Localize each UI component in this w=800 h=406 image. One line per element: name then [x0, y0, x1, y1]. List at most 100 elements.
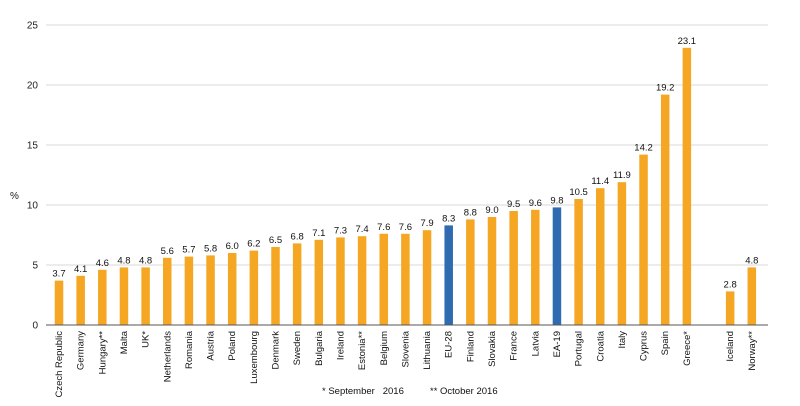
- value-label: 6.2: [247, 239, 260, 250]
- category-label: UK*: [141, 331, 152, 348]
- bar: [509, 211, 518, 325]
- category-label: Denmark: [271, 331, 282, 370]
- bar: [596, 188, 605, 325]
- bar: [422, 230, 432, 325]
- category-label: Portugal: [574, 331, 585, 366]
- value-label: 9.6: [529, 198, 542, 209]
- category-label: Bulgaria: [314, 330, 325, 366]
- value-label: 4.8: [139, 255, 152, 266]
- bar: [725, 291, 735, 325]
- category-label: Hungary**: [97, 331, 108, 375]
- bar: [574, 199, 583, 325]
- category-label: Croatia: [595, 330, 606, 361]
- footnote-september: * September 2016: [322, 386, 404, 397]
- y-axis-label: %: [10, 191, 19, 202]
- value-label: 5.6: [161, 246, 174, 257]
- bar: [184, 256, 194, 325]
- y-tick-label: 20: [27, 81, 39, 92]
- category-labels: Czech Republic Germany Hungary** Malta UK* Ne…: [54, 330, 758, 397]
- value-label: 9.5: [507, 199, 520, 210]
- value-label: 19.2: [656, 83, 675, 94]
- bar: [227, 253, 237, 325]
- bar: [249, 250, 259, 325]
- category-label: Finland: [465, 331, 476, 362]
- category-label: Latvia: [530, 330, 541, 356]
- bar: [639, 154, 648, 325]
- value-label: 4.6: [96, 258, 109, 269]
- bar: [54, 280, 64, 325]
- y-axis-ticks: 0 5 10 15 20 25: [27, 21, 39, 332]
- footnote-october: ** October 2016: [430, 386, 498, 397]
- y-tick-label: 10: [27, 201, 39, 212]
- bar: [660, 94, 670, 325]
- category-label: Netherlands: [162, 331, 173, 382]
- bar: [444, 225, 453, 325]
- category-label: Lithuania: [422, 330, 433, 369]
- bar: [336, 237, 345, 325]
- value-label: 3.7: [52, 269, 65, 280]
- bar: [617, 182, 627, 325]
- category-label: Slovakia: [487, 330, 498, 367]
- bar: [292, 243, 302, 325]
- bar: [682, 47, 692, 326]
- value-label: 6.5: [269, 235, 282, 246]
- bar: [357, 236, 367, 325]
- category-label: Malta: [119, 330, 130, 354]
- bar: [76, 275, 85, 325]
- category-label: Poland: [227, 331, 238, 361]
- value-label: 6.0: [226, 241, 239, 252]
- value-label: 11.4: [591, 176, 609, 187]
- value-label: 14.2: [634, 143, 653, 154]
- category-label: Belgium: [379, 331, 390, 365]
- bar: [531, 209, 540, 325]
- category-label: Cyprus: [639, 331, 650, 361]
- bars: [54, 47, 757, 326]
- category-label: Germany: [76, 331, 87, 370]
- bar: [206, 255, 215, 325]
- bar: [552, 207, 562, 325]
- bar: [401, 233, 410, 325]
- bar: [487, 217, 497, 325]
- value-label: 7.4: [355, 224, 368, 235]
- bar: [466, 219, 475, 325]
- category-label: Czech Republic: [54, 331, 65, 398]
- category-label: Austria: [206, 330, 217, 360]
- value-label: 23.1: [678, 36, 697, 47]
- value-label: 6.8: [291, 231, 304, 242]
- bar: [141, 267, 150, 325]
- value-label: 5.8: [204, 243, 217, 254]
- value-label: 4.1: [74, 264, 87, 275]
- category-label: Iceland: [725, 331, 736, 362]
- value-label: 8.3: [442, 213, 455, 224]
- category-label: Spain: [660, 331, 671, 355]
- value-label: 9.8: [550, 195, 563, 206]
- bar: [747, 267, 757, 325]
- bar: [119, 267, 129, 325]
- value-label: 7.6: [377, 222, 390, 233]
- value-labels: 3.7 4.1 4.6 4.8 4.8 5.6 5.7 5.8 6.0 6.2 6.5 6.8 7.1 7…: [52, 36, 758, 291]
- value-label: 7.3: [334, 225, 347, 236]
- bar: [163, 257, 172, 325]
- value-label: 7.1: [312, 228, 325, 239]
- y-tick-label: 0: [32, 321, 38, 332]
- category-label: Slovenia: [400, 330, 411, 367]
- category-label: Romania: [184, 330, 195, 369]
- value-label: 8.8: [464, 207, 477, 218]
- category-label: EU-28: [444, 331, 455, 358]
- category-label: Ireland: [335, 331, 346, 360]
- category-label: France: [509, 331, 520, 361]
- category-label: Sweden: [292, 331, 303, 365]
- value-label: 11.9: [613, 170, 631, 181]
- category-label: Luxembourg: [249, 331, 260, 384]
- value-label: 10.5: [569, 187, 588, 198]
- value-label: 7.9: [420, 218, 433, 229]
- value-label: 4.8: [117, 255, 130, 266]
- bar: [314, 239, 324, 325]
- bar: [379, 233, 388, 325]
- category-label: Estonia**: [357, 331, 368, 370]
- value-label: 9.0: [485, 205, 498, 216]
- category-label: Norway**: [747, 331, 758, 371]
- value-label: 4.8: [745, 255, 758, 266]
- y-tick-label: 5: [32, 261, 38, 272]
